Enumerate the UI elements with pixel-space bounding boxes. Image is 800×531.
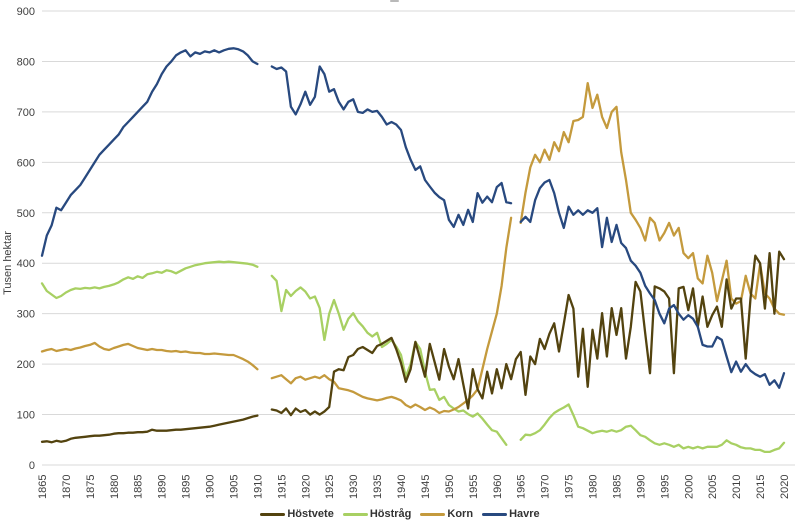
legend-swatch — [420, 512, 446, 516]
x-tick-label: 1955 — [468, 475, 480, 499]
series-line-havre — [40, 47, 786, 389]
x-tick-label: 1940 — [396, 475, 408, 499]
x-tick-label: 1995 — [659, 475, 671, 499]
x-tick-label: 1990 — [635, 475, 647, 499]
x-tick-label: 1885 — [133, 475, 145, 499]
x-tick-label: 2015 — [755, 475, 767, 499]
y-tick-label: 500 — [17, 208, 35, 220]
x-tick-label: 1930 — [348, 475, 360, 499]
x-tick-label: 1900 — [205, 475, 217, 499]
chart-legend: Höstvete Höstråg Korn Havre — [0, 508, 800, 520]
legend-label: Korn — [447, 508, 474, 520]
y-tick-label: 200 — [17, 359, 35, 371]
x-tick-label: 1965 — [516, 475, 528, 499]
x-tick-label: 1980 — [588, 475, 600, 499]
y-tick-label: 100 — [17, 410, 35, 422]
legend-swatch — [342, 512, 368, 516]
legend-swatch — [482, 512, 508, 516]
legend-label: Höstråg — [369, 508, 412, 520]
x-tick-label: 1870 — [61, 475, 73, 499]
legend-item-havre: Havre — [482, 508, 540, 520]
legend-item-korn: Korn — [420, 508, 473, 520]
y-axis-title: Tusen hektar — [2, 231, 14, 295]
legend-swatch — [260, 512, 286, 516]
x-tick-label: 1935 — [372, 475, 384, 499]
x-tick-label: 1890 — [157, 475, 169, 499]
cropped-title-remnant — [390, 0, 399, 2]
x-tick-label: 2000 — [683, 475, 695, 499]
x-tick-label: 1865 — [37, 475, 49, 499]
y-tick-label: 300 — [17, 309, 35, 321]
y-tick-label: 800 — [17, 56, 35, 68]
x-tick-label: 1910 — [252, 475, 264, 499]
x-tick-label: 1945 — [420, 475, 432, 499]
x-tick-label: 1915 — [276, 475, 288, 499]
x-tick-label: 1985 — [611, 475, 623, 499]
x-tick-label: 1925 — [324, 475, 336, 499]
x-tick-label: 1975 — [564, 475, 576, 499]
y-tick-label: 900 — [17, 6, 35, 18]
x-tick-label: 1970 — [540, 475, 552, 499]
legend-item-höstvete: Höstvete — [260, 508, 334, 520]
x-tick-label: 2005 — [707, 475, 719, 499]
x-tick-label: 1950 — [444, 475, 456, 499]
x-tick-label: 1895 — [181, 475, 193, 499]
legend-item-höstråg: Höstråg — [342, 508, 412, 520]
x-tick-label: 1905 — [228, 475, 240, 499]
y-tick-label: 700 — [17, 107, 35, 119]
x-tick-label: 1875 — [85, 475, 97, 499]
y-tick-label: 600 — [17, 157, 35, 169]
y-tick-label: 400 — [17, 258, 35, 270]
x-tick-label: 2010 — [731, 475, 743, 499]
series-line-höstråg — [40, 260, 786, 454]
x-tick-label: 2020 — [779, 475, 791, 499]
x-tick-label: 1960 — [492, 475, 504, 499]
legend-label: Höstvete — [287, 508, 334, 520]
x-tick-label: 1880 — [109, 475, 121, 499]
legend-label: Havre — [509, 508, 540, 520]
x-tick-label: 1920 — [300, 475, 312, 499]
series-line-höstvete — [40, 250, 786, 444]
y-tick-label: 0 — [29, 460, 35, 472]
